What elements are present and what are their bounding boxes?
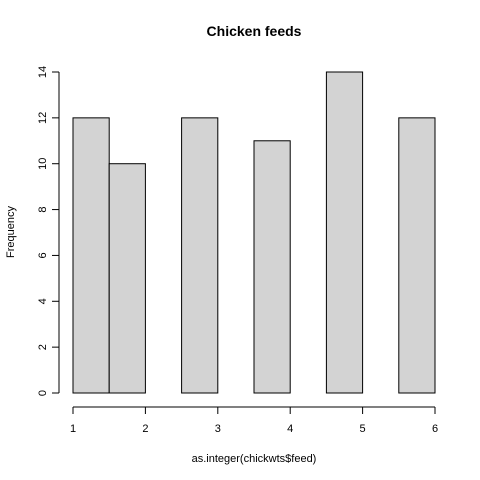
y-tick-label: 2 <box>37 344 49 350</box>
y-tick-label: 10 <box>37 158 49 170</box>
bars-group <box>72 71 436 394</box>
x-tick-label: 2 <box>142 423 148 435</box>
chart-title: Chicken feeds <box>207 23 302 39</box>
x-axis: 1 2 3 4 5 6 <box>70 406 438 435</box>
x-axis-label: as.integer(chickwts$feed) <box>192 453 317 465</box>
histogram-bar <box>253 140 291 394</box>
y-tick-label: 4 <box>37 298 49 304</box>
y-tick-label: 12 <box>37 112 49 124</box>
x-tick-label: 6 <box>432 423 438 435</box>
x-tick-label: 3 <box>215 423 221 435</box>
y-axis: 0 2 4 6 8 10 12 14 <box>37 66 60 396</box>
y-tick-label: 0 <box>37 390 49 396</box>
y-tick-label: 14 <box>37 66 49 78</box>
histogram-bar <box>72 117 110 394</box>
histogram-bar <box>325 71 364 394</box>
x-tick-label: 5 <box>360 423 366 435</box>
y-tick-label: 6 <box>37 252 49 258</box>
y-tick-label: 8 <box>37 207 49 213</box>
histogram-bar <box>398 117 436 394</box>
x-tick-label: 4 <box>287 423 293 435</box>
y-axis-label: Frequency <box>5 206 17 258</box>
histogram-bar <box>181 117 219 394</box>
histogram-bar <box>108 163 146 394</box>
x-tick-label: 1 <box>70 423 76 435</box>
